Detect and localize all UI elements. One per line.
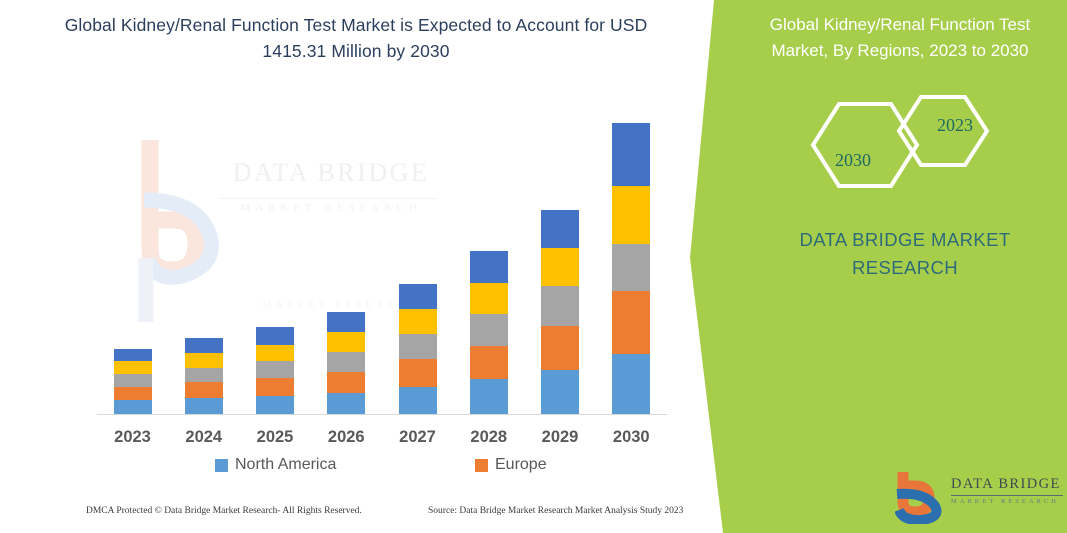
bar-segment-north-america: [398, 386, 437, 415]
bar-segment-series-4: [327, 331, 366, 352]
bar-2030[interactable]: [612, 122, 651, 415]
x-axis-labels: 2023 2024 2025 2026 2027 2028 2029 2030: [97, 428, 667, 454]
x-axis-label-2024: 2024: [185, 428, 223, 446]
hexagon-2023-shape: [896, 95, 990, 167]
bar-segment-series-4: [612, 185, 651, 244]
footer-source: Source: Data Bridge Market Research Mark…: [428, 506, 684, 516]
bar-2026[interactable]: [327, 311, 366, 415]
footer-copyright: DMCA Protected © Data Bridge Market Rese…: [86, 506, 362, 516]
legend-label: Europe: [495, 456, 547, 473]
logo-text: DATA BRIDGE MARKET RESEARCH: [951, 476, 1067, 505]
logo-mark-icon: [895, 472, 942, 524]
bar-2025[interactable]: [256, 326, 295, 415]
legend-item-europe[interactable]: Europe: [475, 456, 547, 474]
bar-2029[interactable]: [541, 209, 580, 415]
x-axis-label-2025: 2025: [256, 428, 294, 446]
bar-segment-series-3: [541, 285, 580, 326]
footer: DMCA Protected © Data Bridge Market Rese…: [0, 506, 700, 526]
hexagon-2023-label: 2023: [937, 115, 973, 135]
chart-legend: North America Europe: [97, 456, 667, 480]
x-axis-label-2028: 2028: [470, 428, 508, 446]
bar-segment-europe: [113, 386, 152, 401]
bar-segment-series-3: [612, 243, 651, 291]
x-axis-line: [97, 414, 667, 415]
legend-swatch-icon: [475, 458, 488, 472]
legend-item-north-america[interactable]: North America: [215, 456, 336, 474]
bar-2024[interactable]: [184, 338, 223, 415]
bar-segment-europe: [256, 378, 295, 397]
panel-title: Global Kidney/Renal Function Test Market…: [769, 15, 1031, 60]
bar-segment-series-5: [398, 283, 437, 309]
bar-segment-series-3: [469, 314, 508, 346]
bar-segment-series-5: [113, 348, 152, 362]
data-bridge-logo: DATA BRIDGE MARKET RESEARCH: [895, 470, 1065, 526]
bar-segment-series-5: [612, 122, 651, 186]
bar-segment-series-5: [541, 209, 580, 248]
x-axis-label-2029: 2029: [541, 428, 579, 446]
bar-segment-series-4: [398, 308, 437, 335]
bar-2028[interactable]: [469, 250, 508, 415]
hexagon-2030-shape: [810, 102, 920, 188]
brand-line-2: RESEARCH: [852, 257, 958, 278]
logo-subtitle: MARKET RESEARCH: [951, 498, 1059, 505]
bar-segment-series-3: [327, 351, 366, 372]
chart-title: Global Kidney/Renal Function Test Market…: [64, 15, 648, 61]
bar-segment-series-5: [184, 338, 223, 353]
bar-segment-north-america: [541, 369, 580, 415]
bar-segment-north-america: [612, 354, 651, 415]
brand-line-1: DATA BRIDGE MARKET: [799, 229, 1011, 250]
x-axis-label-2023: 2023: [114, 428, 151, 446]
bar-segment-series-4: [113, 361, 152, 374]
bar-segment-series-5: [256, 326, 295, 345]
x-axis-label-2027: 2027: [399, 428, 436, 446]
bar-segment-series-3: [398, 334, 437, 360]
bar-segment-series-4: [256, 344, 295, 362]
bar-segment-series-4: [184, 352, 223, 368]
bar-segment-north-america: [327, 392, 366, 415]
bar-segment-north-america: [184, 398, 223, 415]
bar-segment-north-america: [113, 400, 152, 415]
bar-segment-europe: [327, 371, 366, 393]
bar-segment-series-3: [256, 361, 295, 379]
chart-pane: Global Kidney/Renal Function Test Market…: [0, 15, 700, 526]
bar-segment-series-3: [184, 367, 223, 383]
bar-segment-series-3: [113, 374, 152, 387]
green-panel-content: Global Kidney/Renal Function Test Market…: [735, 0, 1067, 533]
bar-2023[interactable]: [113, 348, 152, 415]
legend-swatch-icon: [215, 458, 228, 472]
hexagon-2030-label: 2030: [835, 150, 871, 170]
bar-segment-series-4: [541, 247, 580, 286]
bar-segment-europe: [184, 382, 223, 399]
bar-segment-europe: [612, 290, 651, 354]
bar-segment-europe: [398, 359, 437, 387]
logo-divider: [951, 495, 1063, 496]
bar-chart-plot: [97, 110, 667, 415]
logo-title: DATA BRIDGE: [951, 476, 1061, 492]
bar-2027[interactable]: [398, 283, 437, 415]
bar-segment-north-america: [469, 379, 508, 415]
legend-label: North America: [235, 456, 337, 473]
bar-segment-series-5: [469, 250, 508, 283]
bar-segment-series-4: [469, 282, 508, 315]
bar-segment-north-america: [256, 396, 295, 415]
bar-segment-series-5: [327, 311, 366, 332]
brand-name: DATA BRIDGE MARKET RESEARCH: [755, 226, 1055, 282]
bar-segment-europe: [541, 325, 580, 370]
bar-segment-europe: [469, 345, 508, 380]
x-axis-label-2030: 2030: [612, 428, 650, 446]
hexagon-badges: 2030 2023: [795, 88, 1025, 203]
x-axis-label-2026: 2026: [327, 428, 365, 446]
